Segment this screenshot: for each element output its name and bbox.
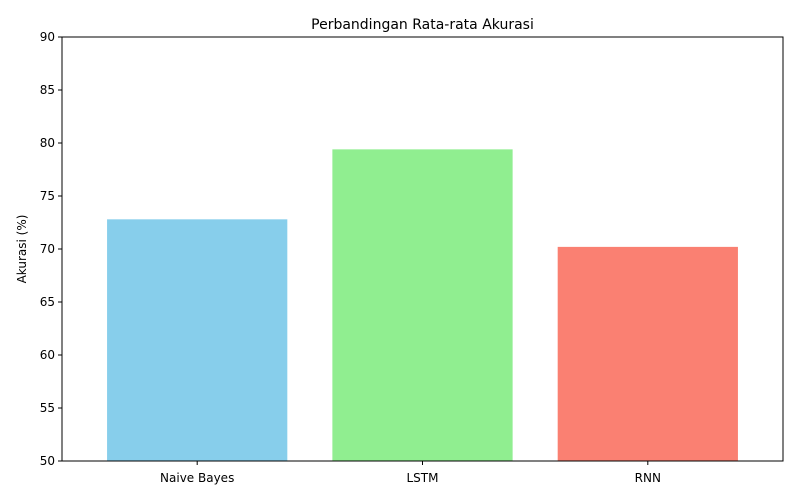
x-tick-label: Naive Bayes <box>160 471 234 485</box>
y-tick-label: 70 <box>40 242 55 256</box>
bars <box>107 149 738 462</box>
bar-naive-bayes <box>107 219 288 461</box>
plot-area-frame <box>61 36 784 462</box>
x-axis-ticks: Naive Bayes LSTM RNN <box>160 461 661 485</box>
y-tick-label: 85 <box>40 83 55 97</box>
y-tick-label: 60 <box>40 348 55 362</box>
y-tick-label: 90 <box>40 30 55 44</box>
y-tick-label: 55 <box>40 401 55 415</box>
bar-lstm <box>332 149 513 462</box>
chart-title: Perbandingan Rata-rata Akurasi <box>311 17 534 33</box>
y-tick-label: 65 <box>40 295 55 309</box>
bar-rnn <box>557 246 738 461</box>
y-tick-label: 50 <box>40 454 55 468</box>
x-tick-label: LSTM <box>407 471 439 485</box>
y-axis-ticks: 50 55 60 65 70 75 80 85 90 <box>40 30 62 468</box>
y-axis-label: Akurasi (%) <box>15 215 29 284</box>
y-tick-label: 80 <box>40 136 55 150</box>
x-tick-label: RNN <box>635 471 661 485</box>
y-tick-label: 75 <box>40 189 55 203</box>
